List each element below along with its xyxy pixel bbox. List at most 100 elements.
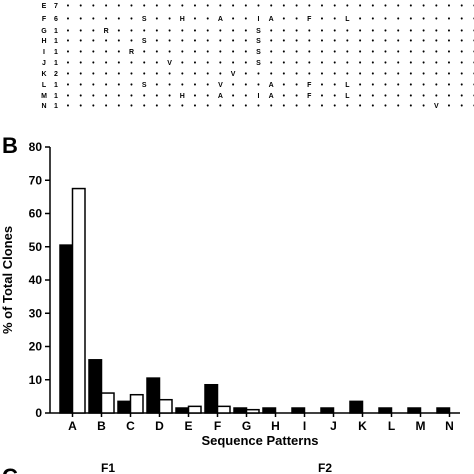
sequence-cell: • (435, 60, 438, 67)
sequence-cell: • (448, 60, 451, 67)
bar-E-series-1 (175, 407, 190, 414)
sequence-cell: • (333, 49, 336, 56)
sequence-cell: • (143, 103, 146, 110)
sequence-cell: • (219, 3, 222, 10)
sequence-cell: • (448, 49, 451, 56)
sequence-cell: • (410, 3, 413, 10)
y-ticks: 0 10 20 30 40 50 60 70 80 (29, 140, 50, 420)
sequence-cell: • (181, 38, 184, 45)
sequence-cell: • (118, 71, 121, 78)
sequence-cell: • (92, 28, 95, 35)
sequence-cell: • (410, 82, 413, 89)
y-tick-label: 60 (29, 207, 43, 221)
sequence-cell: • (384, 49, 387, 56)
sequence-cell: • (105, 49, 108, 56)
x-tick-label: E (184, 419, 192, 433)
sequence-cell: • (308, 49, 311, 56)
sequence-cell: • (448, 82, 451, 89)
sequence-cell: • (295, 16, 298, 23)
sequence-cell: • (168, 3, 171, 10)
sequence-cell: • (168, 49, 171, 56)
sequence-cell: • (410, 93, 413, 100)
sequence-cell: • (372, 103, 375, 110)
sequence-cell: • (206, 0, 209, 1)
sequence-cell: • (397, 3, 400, 10)
sequence-cell: • (194, 28, 197, 35)
sequence-cell: • (283, 71, 286, 78)
sequence-cell: • (245, 49, 248, 56)
sequence-row-label: L (42, 82, 47, 89)
sequence-cell: • (118, 16, 121, 23)
sequence-cell: • (384, 28, 387, 35)
sequence-cell: • (346, 60, 349, 67)
bar-M-series-1 (407, 407, 422, 414)
bar-I-series-1 (291, 407, 306, 414)
panel-c-label: C (2, 464, 18, 474)
sequence-cell: • (384, 3, 387, 10)
sequence-cell: • (194, 82, 197, 89)
sequence-cell: • (435, 71, 438, 78)
sequence-cell: • (156, 16, 159, 23)
sequence-cell: • (67, 60, 70, 67)
sequence-cell: L (345, 93, 350, 100)
sequence-cell: • (397, 103, 400, 110)
sequence-cell: • (181, 28, 184, 35)
sequence-cell: • (422, 82, 425, 89)
sequence-cell: • (295, 28, 298, 35)
sequence-cell: • (448, 38, 451, 45)
sequence-cell: • (346, 71, 349, 78)
sequence-cell: • (283, 60, 286, 67)
sequence-cell: • (168, 103, 171, 110)
sequence-cell: • (372, 71, 375, 78)
bar-L-series-1 (378, 407, 393, 414)
sequence-cell: • (321, 16, 324, 23)
sequence-cell: • (105, 82, 108, 89)
sequence-cell: • (245, 38, 248, 45)
sequence-cell: • (130, 82, 133, 89)
sequence-cell: • (410, 103, 413, 110)
y-tick-label: 20 (29, 340, 43, 354)
sequence-cell: • (321, 103, 324, 110)
sequence-cell: • (130, 93, 133, 100)
sequence-cell: • (181, 71, 184, 78)
sequence-cell: • (67, 16, 70, 23)
sequence-cell: • (359, 49, 362, 56)
sequence-cell: • (156, 71, 159, 78)
sequence-row-count: 1 (54, 93, 58, 100)
bar-C-series-2 (129, 393, 144, 414)
sequence-cell: • (410, 0, 413, 1)
sequence-cell: S (256, 28, 261, 35)
sequence-cell: • (194, 103, 197, 110)
x-tick-label: K (358, 419, 367, 433)
sequence-cell: • (181, 60, 184, 67)
sequence-cell: • (359, 103, 362, 110)
sequence-cell: • (67, 93, 70, 100)
sequence-cell: A (218, 16, 223, 23)
sequence-cell: A (269, 16, 274, 23)
sequence-cell: • (308, 103, 311, 110)
sequence-cell: • (460, 71, 463, 78)
sequence-cell: • (435, 49, 438, 56)
panel-c-f1-label: F1 (101, 461, 115, 474)
sequence-cell: • (194, 38, 197, 45)
sequence-row-label: H (41, 38, 46, 45)
sequence-cell: • (181, 103, 184, 110)
sequence-cell: • (194, 16, 197, 23)
sequence-cell: • (168, 28, 171, 35)
sequence-cell: • (67, 103, 70, 110)
sequence-cell: F (307, 82, 312, 89)
sequence-cell: • (333, 103, 336, 110)
sequence-row-count: 1 (54, 103, 58, 110)
sequence-cell: • (346, 0, 349, 1)
sequence-cell: • (67, 0, 70, 1)
sequence-cell: • (232, 103, 235, 110)
sequence-cell: • (206, 60, 209, 67)
sequence-cell: • (257, 103, 260, 110)
sequence-cell: • (67, 28, 70, 35)
bar-A-series-1 (59, 244, 74, 414)
sequence-cell: • (156, 38, 159, 45)
sequence-cell: • (206, 3, 209, 10)
sequence-cell: • (79, 38, 82, 45)
bar-D-series-1 (146, 377, 161, 414)
